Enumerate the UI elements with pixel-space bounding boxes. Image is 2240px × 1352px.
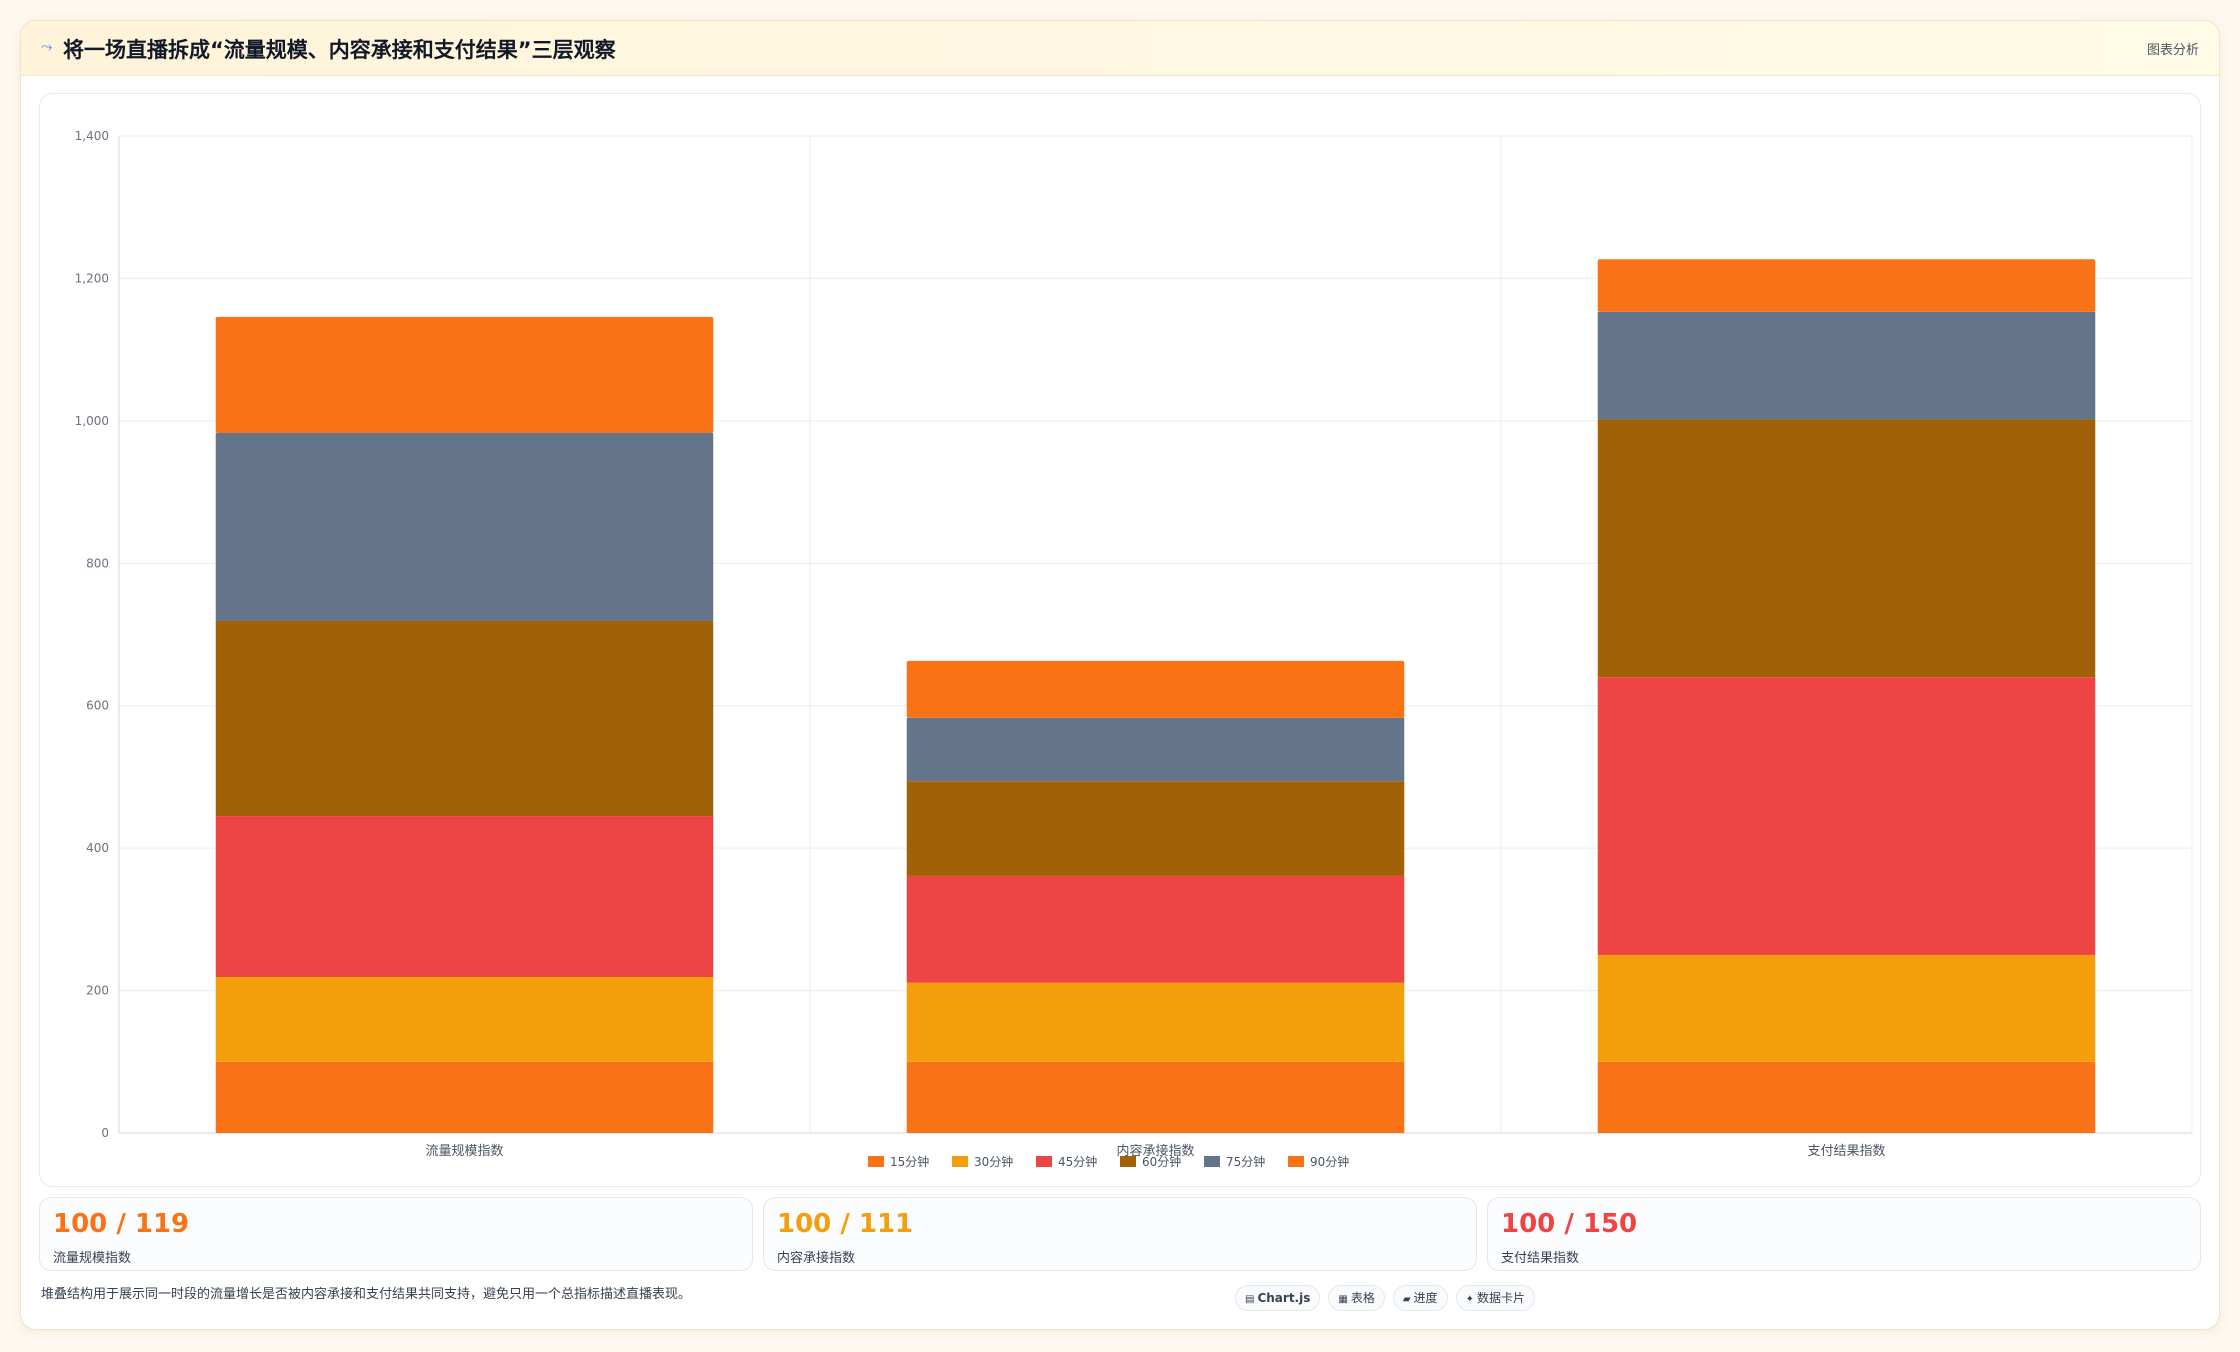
stat-value: 100 / 150 (1501, 1209, 1638, 1239)
x-tick-label: 支付结果指数 (1807, 1144, 1885, 1159)
trend-icon: ⤳ (41, 39, 53, 55)
bar-segment (215, 816, 714, 978)
chart-icon: ▤ (1245, 1294, 1255, 1305)
legend-label: 90分钟 (1310, 1154, 1349, 1169)
y-tick-label: 1,000 (75, 414, 109, 428)
y-tick-label: 1,200 (75, 271, 109, 285)
legend-swatch (1036, 1156, 1052, 1167)
stat-card-content: 100 / 111 内容承接指数 (763, 1197, 1477, 1271)
legend-swatch (868, 1156, 884, 1167)
y-tick-label: 600 (86, 699, 109, 713)
bar-segment (215, 977, 714, 1062)
x-tick-label: 流量规模指数 (425, 1144, 503, 1159)
bar-segment (906, 1061, 1405, 1133)
bar-segment (906, 875, 1405, 983)
bar-segment (906, 781, 1405, 876)
legend-swatch (1120, 1156, 1136, 1167)
pill-data-card[interactable]: ✦ 数据卡片 (1455, 1285, 1535, 1311)
bar-segment (906, 660, 1405, 718)
bar-segment (1597, 259, 2096, 312)
stat-card-traffic: 100 / 119 流量规模指数 (39, 1197, 753, 1271)
progress-icon: ▰ (1402, 1294, 1411, 1305)
stat-value: 100 / 111 (777, 1209, 914, 1239)
legend-label: 45分钟 (1058, 1154, 1097, 1169)
chart-panel: ⤳ 将一场直播拆成“流量规模、内容承接和支付结果”三层观察 图表分析 0 200 4… (20, 20, 2220, 1330)
bar-segment (215, 316, 714, 433)
bar-segment (215, 432, 714, 621)
footnote: 堆叠结构用于展示同一时段的流量增长是否被内容承接和支付结果共同支持，避免只用一个… (41, 1287, 692, 1302)
stat-label: 支付结果指数 (1501, 1251, 1580, 1266)
legend-swatch (952, 1156, 968, 1167)
stat-label: 流量规模指数 (53, 1251, 132, 1266)
y-tick-label: 800 (86, 556, 109, 570)
tool-pills: ▤ Chart.js ▦ 表格 ▰ 进度 ✦ 数据卡片 (1235, 1285, 1543, 1311)
page-title: 将一场直播拆成“流量规模、内容承接和支付结果”三层观察 (63, 38, 616, 62)
legend-label: 75分钟 (1226, 1154, 1265, 1169)
bar-segment (1597, 677, 2096, 955)
stat-value: 100 / 119 (53, 1209, 190, 1239)
y-tick-label: 0 (101, 1126, 109, 1140)
legend-label: 60分钟 (1142, 1154, 1181, 1169)
pill-label: Chart.js (1257, 1291, 1311, 1305)
bar-segment (1597, 311, 2096, 420)
stat-card-payment: 100 / 150 支付结果指数 (1487, 1197, 2201, 1271)
y-tick-label: 200 (86, 984, 109, 998)
legend-swatch (1204, 1156, 1220, 1167)
pill-progress[interactable]: ▰ 进度 (1392, 1285, 1448, 1311)
chart-container: 0 200 400 600 800 1,000 1,200 1,400 流量规模指数 内容承接指数… (39, 93, 2201, 1187)
bar-segment (1597, 419, 2096, 678)
legend-label: 15分钟 (890, 1154, 929, 1169)
pill-chartjs[interactable]: ▤ Chart.js (1235, 1285, 1321, 1311)
y-tick-label: 1,400 (75, 129, 109, 143)
chart-analysis-tag[interactable]: 图表分析 (2146, 43, 2199, 58)
panel-header: ⤳ 将一场直播拆成“流量规模、内容承接和支付结果”三层观察 图表分析 (21, 21, 2219, 76)
pill-label: 表格 (1350, 1291, 1375, 1305)
bar-segment (215, 1061, 714, 1133)
pill-label: 进度 (1413, 1291, 1438, 1305)
y-tick-label: 400 (86, 841, 109, 855)
bar-segment (1597, 954, 2096, 1062)
stacked-bar-chart: 0 200 400 600 800 1,000 1,200 1,400 流量规模指数 内容承接指数… (75, 129, 2193, 1169)
table-icon: ▦ (1338, 1294, 1348, 1305)
pill-label: 数据卡片 (1476, 1291, 1525, 1305)
bar-segment (906, 982, 1405, 1062)
x-tick-label: 内容承接指数 (1116, 1143, 1194, 1159)
legend-swatch (1288, 1156, 1304, 1167)
stat-label: 内容承接指数 (777, 1251, 856, 1266)
legend-label: 30分钟 (974, 1154, 1013, 1169)
bar-segment (215, 620, 714, 817)
bar-segment (906, 717, 1405, 782)
card-icon: ✦ (1465, 1294, 1474, 1305)
bar-segment (1597, 1061, 2096, 1133)
pill-table[interactable]: ▦ 表格 (1328, 1285, 1385, 1311)
